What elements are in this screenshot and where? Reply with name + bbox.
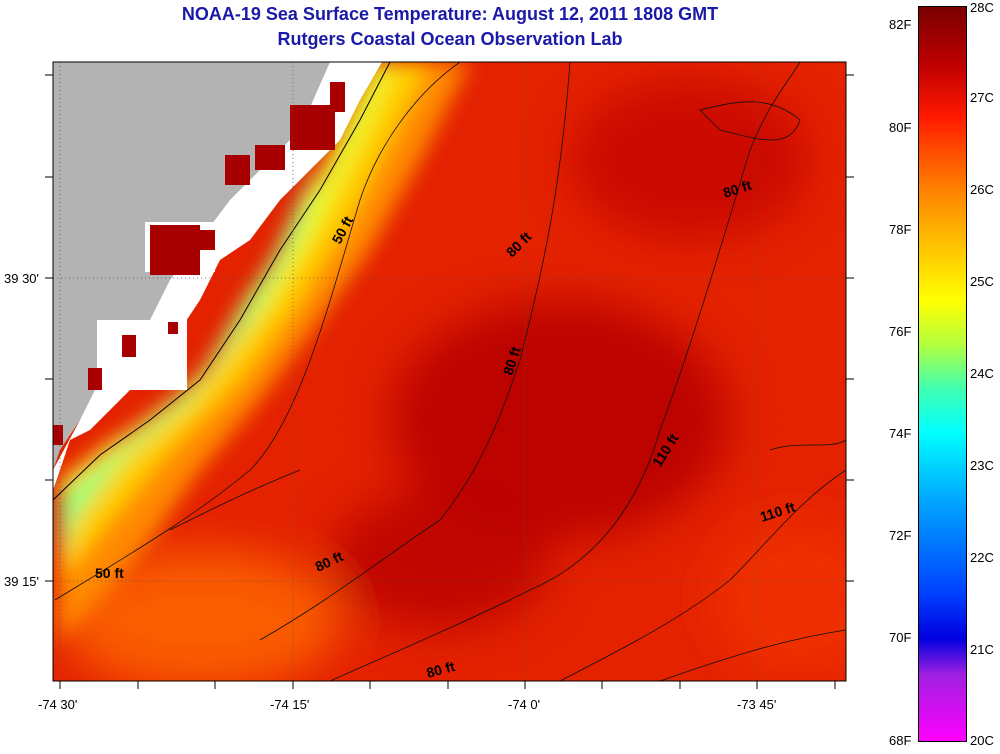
- map-subtitle: Rutgers Coastal Ocean Observation Lab: [277, 29, 623, 49]
- depth-label: 80 ft: [425, 658, 457, 681]
- colorbar-label-c: 21C: [970, 642, 994, 657]
- colorbar-label-f: 70F: [889, 630, 912, 645]
- temperature-field: [60, 80, 846, 681]
- temperature-color-bar: [918, 6, 967, 742]
- marsh-pixels: [53, 82, 345, 445]
- depth-contours: [54, 62, 846, 681]
- colorbar-label-c: 20C: [970, 733, 994, 748]
- depth-label: 50 ft: [95, 565, 124, 581]
- map-title: NOAA-19 Sea Surface Temperature: August …: [181, 4, 719, 24]
- coastline: [53, 62, 391, 501]
- sst-map: 50 ft 50 ft 80 ft 80 ft 80 ft 80 ft 80 f…: [45, 61, 854, 689]
- colorbar-label-f: 78F: [889, 222, 912, 237]
- colorbar-label-f: 82F: [889, 17, 912, 32]
- lat-label: 39 30': [4, 271, 40, 286]
- colorbar-label-c: 28C: [970, 0, 994, 15]
- lat-label: 39 15': [4, 574, 40, 589]
- colorbar-label-c: 26C: [970, 182, 994, 197]
- map-frame: [52, 61, 847, 682]
- coastal-gradient: [60, 62, 470, 640]
- colorbar-label-c: 24C: [970, 366, 994, 381]
- axis-ticks: [45, 74, 854, 689]
- graticule: [53, 62, 846, 681]
- colorbar-label-c: 23C: [970, 458, 994, 473]
- lon-label: -74 0': [508, 697, 541, 712]
- colorbar-label-f: 68F: [889, 733, 912, 748]
- colorbar-label-f: 76F: [889, 324, 912, 339]
- lon-label: -73 45': [737, 697, 777, 712]
- colorbar-label-c: 22C: [970, 550, 994, 565]
- land-new-jersey: [53, 62, 360, 470]
- colorbar-label-f: 72F: [889, 528, 912, 543]
- lon-label: -74 15': [270, 697, 310, 712]
- colorbar-label-c: 25C: [970, 274, 994, 289]
- colorbar-label-c: 27C: [970, 90, 994, 105]
- lon-label: -74 30': [38, 697, 78, 712]
- colorbar-label-f: 80F: [889, 120, 912, 135]
- colorbar-label-f: 74F: [889, 426, 912, 441]
- map-area: [53, 62, 846, 681]
